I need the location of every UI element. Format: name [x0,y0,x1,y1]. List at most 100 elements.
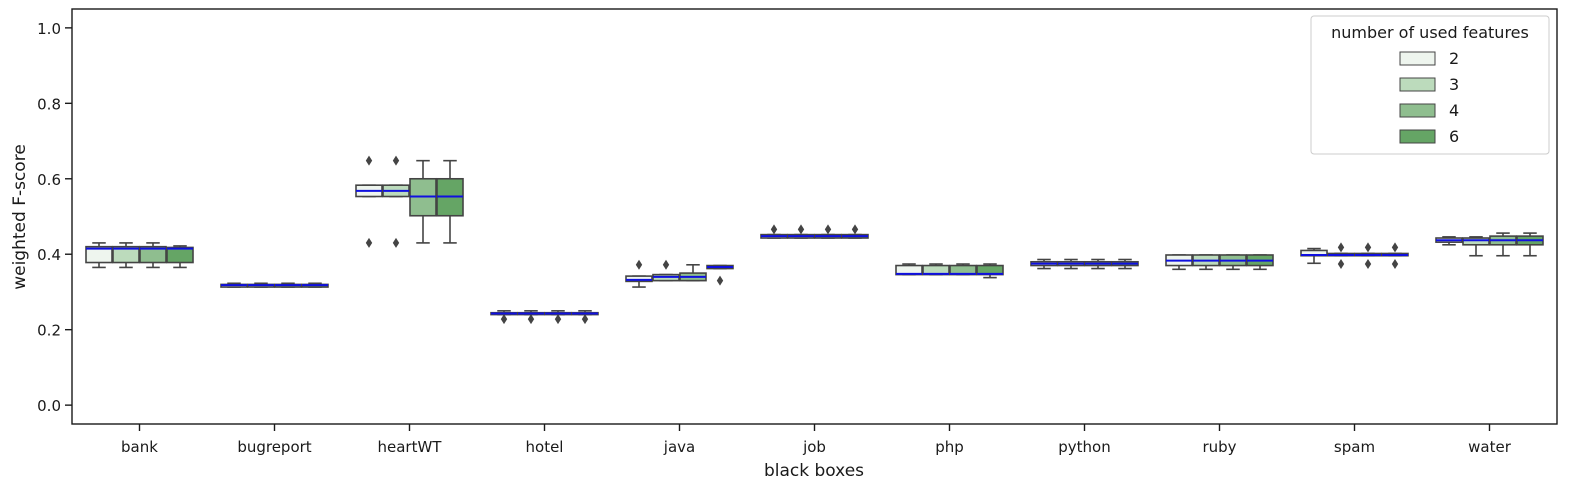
legend-swatch [1399,51,1436,66]
box-2-bank [85,242,113,269]
box-6-job [841,224,869,239]
y-tick-label: 0.8 [37,95,61,113]
x-tick-label: spam [1334,438,1375,456]
outlier-point [392,155,400,166]
box-3-heartWT [382,155,410,248]
box-4-water [1489,232,1517,257]
outlier-point [1364,242,1372,253]
axis-ticks: 0.0 0.2 0.4 0.6 0.8 1.0 bank bugreport heartWT ho… [37,20,1512,456]
x-tick-label: hotel [526,438,564,456]
legend-title: number of used features [1331,23,1529,42]
outlier-point [1391,242,1399,253]
legend-swatch [1399,77,1436,92]
box-6-hotel [571,310,599,325]
box-4-hotel [544,310,572,325]
y-axis-label: weighted F-score [10,144,30,290]
box-6-spam [1381,242,1409,270]
box-2-water [1435,236,1463,246]
y-tick-label: 0.2 [37,322,61,340]
box-6-python [1111,258,1139,270]
box-4-python [1084,258,1112,270]
x-tick-label: bugreport [237,438,311,456]
box-6-bugreport [301,282,329,288]
box-6-java [706,264,734,286]
box-2-bugreport [220,282,248,288]
outlier-point [554,314,562,325]
outlier-point [365,155,373,166]
x-tick-label: job [802,438,826,456]
chart-marks [85,155,1544,325]
box-2-hotel [490,310,518,325]
box-4-php [949,263,977,276]
outlier-point [500,314,508,325]
legend-swatch [1399,129,1436,144]
box-3-bank [112,242,140,269]
box-3-php [922,263,950,276]
y-tick-label: 0.4 [37,246,61,264]
box-3-spam [1327,242,1355,270]
box-iqr [139,245,167,264]
box-iqr [625,275,653,283]
box-3-java [652,259,680,282]
legend: number of used features 2 3 4 6 [1310,15,1550,155]
outlier-point [392,237,400,248]
y-tick-label: 1.0 [37,20,61,38]
box-6-php [976,263,1004,279]
box-3-python [1057,258,1085,270]
x-tick-label: java [663,438,695,456]
x-tick-label: ruby [1202,438,1236,456]
legend-swatch [1399,103,1436,118]
x-tick-label: water [1468,438,1512,456]
outlier-point [365,237,373,248]
box-4-job [814,224,842,239]
box-4-spam [1354,242,1382,270]
box-3-hotel [517,310,545,325]
box-2-heartWT [355,155,383,248]
y-tick-label: 0.0 [37,397,61,415]
x-tick-label: bank [121,438,158,456]
legend-label: 2 [1449,49,1459,68]
x-tick-label: heartWT [378,438,443,456]
box-6-water [1516,232,1544,257]
legend-label: 3 [1449,75,1459,94]
box-iqr [112,245,140,264]
box-2-java [625,259,653,288]
x-tick-label: python [1058,438,1110,456]
box-2-spam [1300,247,1328,265]
box-2-ruby [1165,254,1193,271]
outlier-point [635,259,643,270]
x-tick-label: php [935,438,964,456]
box-iqr [85,245,113,264]
box-iqr [1462,237,1490,246]
legend-label: 6 [1449,127,1459,146]
box-3-bugreport [247,282,275,288]
y-tick-label: 0.6 [37,171,61,189]
box-6-heartWT [436,159,464,244]
outlier-point [824,224,832,235]
box-2-python [1030,258,1058,270]
outlier-point [1337,259,1345,270]
box-4-bank [139,242,167,269]
box-6-ruby [1246,254,1274,271]
outlier-point [662,259,670,270]
box-2-php [895,263,923,276]
outlier-point [1391,259,1399,270]
box-6-bank [166,245,194,269]
x-axis-label: black boxes [764,461,864,481]
outlier-point [581,314,589,325]
outlier-point [851,224,859,235]
box-3-water [1462,236,1490,257]
outlier-point [716,275,724,286]
outlier-point [770,224,778,235]
plot-area [71,8,1558,425]
box-2-job [760,224,788,239]
legend-label: 4 [1449,101,1459,120]
outlier-point [527,314,535,325]
box-4-java [679,263,707,282]
box-3-job [787,224,815,239]
box-3-ruby [1192,254,1220,271]
box-4-ruby [1219,254,1247,271]
outlier-point [1364,259,1372,270]
box-4-bugreport [274,282,302,288]
box-iqr [166,246,194,264]
